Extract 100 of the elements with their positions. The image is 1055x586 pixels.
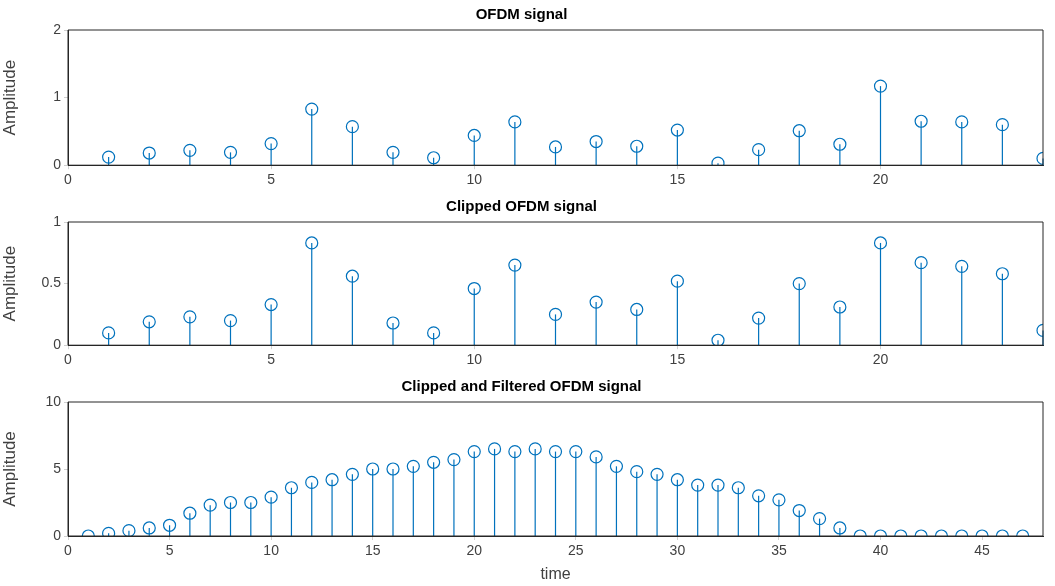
x-tick-label: 35 — [771, 542, 787, 559]
point — [833, 300, 847, 314]
point — [102, 326, 116, 340]
point — [142, 521, 156, 535]
point — [670, 274, 684, 288]
point — [609, 459, 624, 473]
point — [995, 118, 1009, 132]
point — [305, 236, 319, 250]
point — [244, 495, 258, 510]
point — [366, 462, 380, 476]
point — [630, 302, 644, 317]
point — [386, 462, 400, 476]
x-tick-label: 5 — [267, 351, 276, 368]
point — [183, 143, 197, 157]
point — [914, 256, 928, 270]
point — [670, 473, 684, 487]
point — [569, 444, 583, 459]
point — [995, 267, 1009, 281]
point — [305, 475, 319, 489]
point — [630, 139, 644, 153]
point — [386, 316, 400, 330]
point — [447, 453, 461, 467]
x-tick-label: 0 — [64, 542, 73, 559]
point — [427, 151, 441, 165]
y-tick-label: 0 — [53, 526, 62, 543]
point — [630, 465, 644, 479]
x-axis-title: time — [540, 564, 571, 582]
point — [548, 140, 563, 154]
point — [650, 467, 664, 481]
y-tick-label: 0 — [53, 336, 62, 353]
point — [873, 236, 888, 250]
x-tick-label: 20 — [872, 171, 889, 188]
point — [406, 459, 420, 473]
point — [955, 115, 969, 129]
y-axis-title: Amplitude — [0, 431, 19, 507]
point — [223, 145, 238, 159]
point — [670, 123, 684, 137]
point — [223, 495, 238, 510]
point — [284, 481, 299, 495]
y-axis-title: Amplitude — [0, 59, 19, 136]
point — [467, 281, 481, 296]
point — [548, 307, 563, 321]
point — [772, 493, 786, 507]
chart-title: Clipped OFDM signal — [446, 197, 597, 215]
x-tick-label: 20 — [466, 542, 483, 559]
chart-title: OFDM signal — [475, 5, 568, 23]
point — [792, 503, 806, 518]
point — [345, 269, 359, 283]
point — [183, 506, 197, 520]
point — [508, 258, 522, 272]
point — [955, 259, 969, 273]
point — [752, 143, 766, 157]
y-tick-label: 0 — [53, 156, 62, 173]
x-tick-label: 40 — [872, 542, 889, 559]
point — [427, 455, 441, 469]
y-tick-label: 5 — [53, 459, 62, 476]
point — [691, 478, 705, 492]
x-tick-label: 15 — [669, 351, 686, 368]
point — [325, 473, 339, 487]
x-tick-label: 15 — [669, 171, 686, 188]
point — [345, 467, 359, 481]
y-tick-label: 2 — [53, 20, 62, 37]
x-tick-label: 25 — [568, 542, 584, 559]
point — [833, 137, 847, 151]
point — [427, 326, 441, 340]
point — [548, 444, 563, 459]
point — [264, 136, 278, 151]
point — [508, 444, 522, 459]
point — [203, 498, 217, 512]
x-tick-label: 20 — [872, 351, 889, 368]
x-tick-label: 5 — [267, 171, 276, 188]
point — [487, 442, 502, 456]
point — [812, 511, 827, 526]
point — [792, 124, 806, 138]
point — [589, 295, 603, 309]
point — [142, 315, 156, 329]
x-tick-label: 15 — [364, 542, 381, 559]
point — [589, 134, 603, 149]
point — [467, 128, 481, 143]
point — [386, 145, 400, 159]
point — [142, 146, 156, 160]
point — [122, 524, 136, 536]
point — [345, 120, 359, 134]
point — [162, 518, 177, 532]
x-tick-label: 10 — [263, 542, 280, 559]
point — [223, 313, 238, 328]
y-tick-label: 0.5 — [41, 274, 62, 291]
point — [264, 490, 278, 504]
point — [264, 297, 278, 312]
point — [792, 277, 806, 291]
point — [752, 489, 766, 503]
point — [589, 450, 603, 464]
point — [873, 79, 888, 93]
point — [731, 481, 745, 495]
point — [305, 102, 319, 116]
x-tick-label: 10 — [466, 171, 483, 188]
point — [833, 521, 847, 535]
x-tick-label: 0 — [64, 351, 73, 368]
point — [914, 114, 928, 128]
point — [711, 333, 725, 346]
